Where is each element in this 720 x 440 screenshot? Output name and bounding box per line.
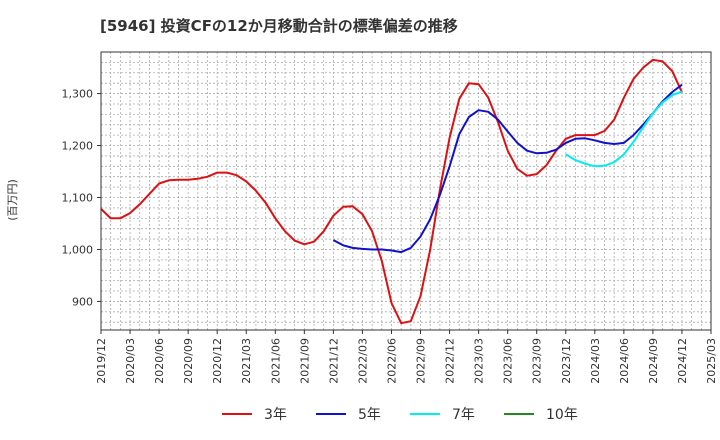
x-tick-label: 2023/03 — [473, 338, 486, 384]
x-tick-label: 2021/12 — [327, 338, 340, 384]
x-tick-label: 2020/06 — [153, 338, 166, 384]
y-axis-label: (百万円) — [6, 179, 19, 221]
y-ticks: 900 1,000 1,100 1,200 1,300 — [62, 88, 101, 308]
y-tick-label: 1,100 — [62, 191, 94, 204]
x-tick-label: 2022/03 — [356, 338, 369, 384]
legend-label: 3年 — [264, 407, 287, 423]
x-tick-label: 2020/09 — [182, 338, 195, 384]
y-tick-label: 900 — [72, 295, 93, 308]
x-tick-label: 2024/06 — [618, 338, 631, 384]
x-tick-label: 2022/06 — [385, 338, 398, 384]
series-line-3年 — [100, 58, 683, 325]
x-tick-label: 2021/06 — [269, 338, 282, 384]
x-ticks: 2019/12 2020/03 2020/06 2020/09 2020/12 2021/… — [95, 330, 718, 384]
x-tick-label: 2022/09 — [415, 338, 428, 384]
gridlines — [101, 52, 711, 330]
x-tick-label: 2023/09 — [531, 338, 544, 384]
x-tick-label: 2022/12 — [444, 338, 457, 384]
legend-label: 7年 — [452, 407, 475, 423]
x-tick-label: 2024/12 — [676, 338, 689, 384]
legend-label: 5年 — [358, 407, 381, 423]
x-tick-label: 2020/03 — [124, 338, 137, 384]
plot-frame — [100, 51, 712, 331]
legend: 3年 5年 7年 10年 — [222, 407, 578, 423]
x-tick-label: 2023/06 — [502, 338, 515, 384]
series-lines — [100, 58, 683, 325]
y-tick-label: 1,300 — [62, 88, 94, 101]
x-tick-label: 2021/09 — [298, 338, 311, 384]
legend-label: 10年 — [546, 407, 578, 423]
series-line-7年 — [565, 90, 683, 168]
chart-title: [5946] 投資CFの12か月移動合計の標準偏差の推移 — [100, 17, 458, 35]
x-tick-label: 2023/12 — [560, 338, 573, 384]
x-tick-label: 2019/12 — [95, 338, 108, 384]
y-tick-label: 1,200 — [62, 140, 94, 153]
x-tick-label: 2024/03 — [589, 338, 602, 384]
x-tick-label: 2020/12 — [211, 338, 224, 384]
x-tick-label: 2025/03 — [705, 338, 718, 384]
y-tick-label: 1,000 — [62, 243, 94, 256]
x-tick-label: 2021/03 — [240, 338, 253, 384]
series-line-5年 — [332, 83, 683, 254]
x-tick-label: 2024/09 — [647, 338, 660, 384]
